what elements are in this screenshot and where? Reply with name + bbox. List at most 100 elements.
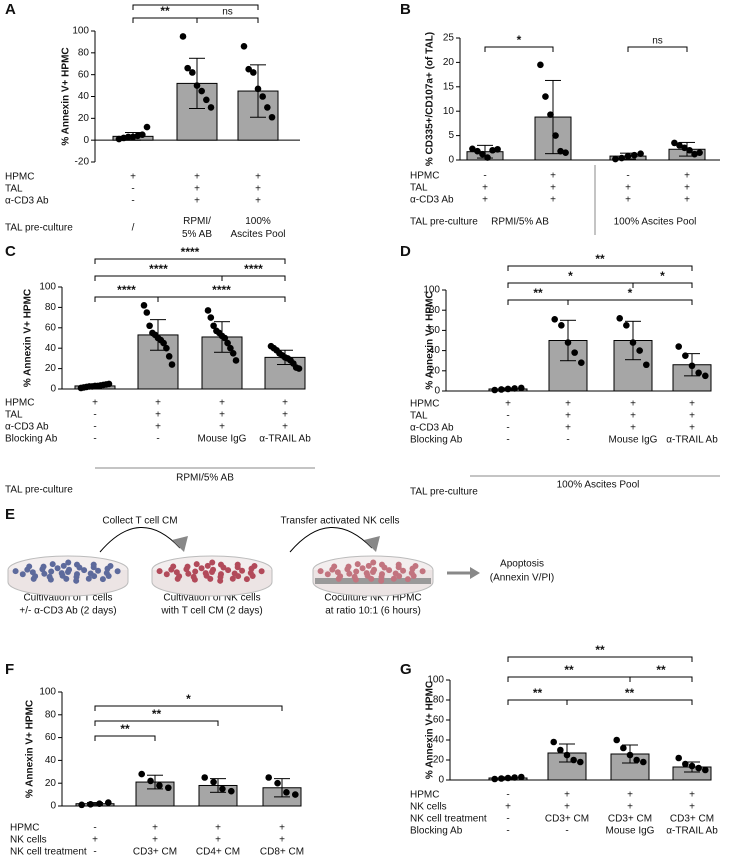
row-label: HPMC xyxy=(410,790,439,801)
row-value: + xyxy=(482,195,488,206)
data-point xyxy=(219,785,226,793)
data-point xyxy=(264,104,271,111)
significance-label: ** xyxy=(120,722,130,736)
data-point xyxy=(511,385,518,392)
row-label: α-CD3 Ab xyxy=(5,422,49,433)
cell xyxy=(239,567,246,574)
significance-label: ns xyxy=(222,7,233,18)
row-value: + xyxy=(282,398,288,409)
data-point xyxy=(557,147,564,155)
data-point xyxy=(552,132,559,139)
cell xyxy=(90,561,97,568)
data-point xyxy=(629,339,637,346)
cell xyxy=(386,567,393,574)
data-point xyxy=(631,151,638,159)
data-point xyxy=(168,361,176,368)
significance-label: ** xyxy=(656,663,666,677)
error-bar xyxy=(147,774,163,790)
significance-bracket xyxy=(196,17,259,23)
data-point xyxy=(474,147,481,155)
significance-bracket xyxy=(94,296,159,302)
row-value: CD3+ CM xyxy=(608,814,652,825)
cell xyxy=(191,576,198,583)
row-value: - xyxy=(626,171,629,182)
data-point xyxy=(143,123,151,131)
cell xyxy=(400,567,407,574)
data-point xyxy=(577,758,584,766)
data-point xyxy=(229,350,237,357)
data-point xyxy=(147,777,154,785)
step-caption: with T cell CM (2 days) xyxy=(160,606,262,617)
y-tick-label: 40 xyxy=(429,345,441,356)
row-value: + xyxy=(219,410,225,421)
pre-culture-value: 5% AB xyxy=(182,229,212,240)
y-axis-label: % Annexin V+ HPMC xyxy=(23,289,34,387)
cell xyxy=(41,570,48,577)
row-value: - xyxy=(131,196,134,207)
cell xyxy=(249,572,256,579)
pre-culture-value: / xyxy=(132,223,135,234)
cell xyxy=(49,561,56,568)
cell xyxy=(193,561,200,568)
significance-label: ns xyxy=(652,36,663,47)
y-tick-label: 100 xyxy=(39,282,56,293)
cell xyxy=(331,563,338,570)
data-point xyxy=(140,302,148,309)
row-value: - xyxy=(93,847,96,858)
row-value: - xyxy=(483,171,486,182)
row-value: - xyxy=(93,410,96,421)
data-point xyxy=(686,146,693,154)
significance-bracket xyxy=(507,265,693,271)
y-axis-label: % Annexin V+ HPMC xyxy=(425,681,436,779)
significance-bracket xyxy=(132,17,198,23)
cell xyxy=(378,577,385,584)
data-point xyxy=(189,69,196,76)
data-point xyxy=(551,315,558,323)
arrow-head xyxy=(172,536,188,552)
cell xyxy=(368,575,375,582)
significance-label: ** xyxy=(564,663,574,677)
row-label: α-CD3 Ab xyxy=(5,196,49,207)
row-value: + xyxy=(219,422,225,433)
row-value: + xyxy=(194,196,200,207)
cell xyxy=(410,572,417,579)
data-point xyxy=(221,334,229,342)
data-point xyxy=(612,155,619,163)
data-point xyxy=(105,799,112,806)
significance-label: * xyxy=(517,33,522,47)
data-point xyxy=(618,154,625,162)
data-point xyxy=(198,87,205,95)
row-value: + xyxy=(255,196,261,207)
data-point xyxy=(224,339,231,347)
row-value: - xyxy=(506,411,509,422)
bar xyxy=(547,752,587,781)
significance-label: ** xyxy=(533,286,543,300)
row-value: + xyxy=(152,835,158,846)
row-value: α-TRAIL Ab xyxy=(666,435,718,446)
data-point xyxy=(623,322,630,329)
cell xyxy=(229,575,236,582)
pre-culture-value: Ascites Pool xyxy=(230,229,285,240)
cell xyxy=(235,573,242,580)
cell xyxy=(107,563,114,570)
significance-label: **** xyxy=(149,262,168,276)
row-value: CD4+ CM xyxy=(196,847,240,858)
arrow-head xyxy=(470,567,480,579)
significance-bracket xyxy=(94,705,283,711)
cell xyxy=(210,566,217,573)
row-value: α-TRAIL Ab xyxy=(666,826,718,837)
y-tick-label: 100 xyxy=(39,687,56,698)
row-label: NK cell treatment xyxy=(410,814,487,825)
data-point xyxy=(695,764,702,772)
significance-label: **** xyxy=(244,262,263,276)
row-value: + xyxy=(625,195,631,206)
cell xyxy=(317,568,324,575)
data-point xyxy=(688,762,696,770)
row-value: + xyxy=(630,411,636,422)
row-value: + xyxy=(550,195,556,206)
cell xyxy=(73,561,80,568)
data-point xyxy=(682,352,689,359)
y-tick-label: 20 xyxy=(78,113,90,124)
cell xyxy=(378,561,385,568)
significance-label: **** xyxy=(181,245,200,259)
